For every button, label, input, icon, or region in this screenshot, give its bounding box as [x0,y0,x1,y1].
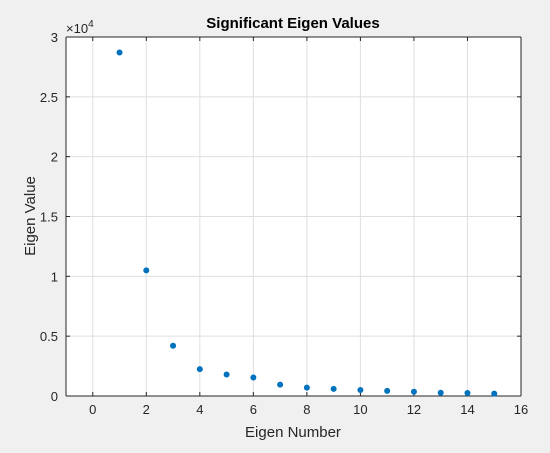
data-point [277,381,284,388]
y-tick-label: 0.5 [40,329,58,344]
data-point [357,387,364,394]
data-point [437,389,444,396]
data-point [116,49,123,56]
y-axis-multiplier: ×104 [66,19,94,36]
data-points [116,49,498,397]
data-point [170,342,177,349]
y-tick-label: 1.5 [40,210,58,225]
y-tick-label: 0 [51,389,58,404]
x-axis-label: Eigen Number [245,424,341,441]
y-tick-label: 2 [51,150,58,165]
x-tick-label: 10 [353,402,367,417]
y-axis-multiplier-exponent: 4 [88,19,94,30]
y-tick-label: 1 [51,269,58,284]
x-tick-label: 8 [303,402,310,417]
y-tick-label: 3 [51,30,58,45]
y-tick-label: 2.5 [40,90,58,105]
data-point [143,267,150,274]
data-point [410,388,417,395]
data-point [223,371,230,378]
x-tick-labels: 0 2 4 6 8 10 12 14 16 [89,402,528,417]
x-tick-label: 16 [514,402,528,417]
data-point [250,374,257,381]
x-tick-label: 2 [143,402,150,417]
data-point [303,384,310,391]
x-tick-label: 12 [407,402,421,417]
data-point [384,387,391,394]
x-tick-label: 6 [250,402,257,417]
y-axis-multiplier-base: ×10 [66,21,88,36]
chart-title: Significant Eigen Values [206,15,379,32]
x-tick-label: 4 [196,402,203,417]
y-axis-label: Eigen Value [22,176,39,256]
data-point [464,390,471,397]
y-tick-labels: 0 0.5 1 1.5 2 2.5 3 [40,30,58,404]
data-point [491,390,498,397]
x-tick-label: 0 [89,402,96,417]
x-tick-label: 14 [460,402,474,417]
data-point [196,366,203,373]
data-point [330,385,337,392]
